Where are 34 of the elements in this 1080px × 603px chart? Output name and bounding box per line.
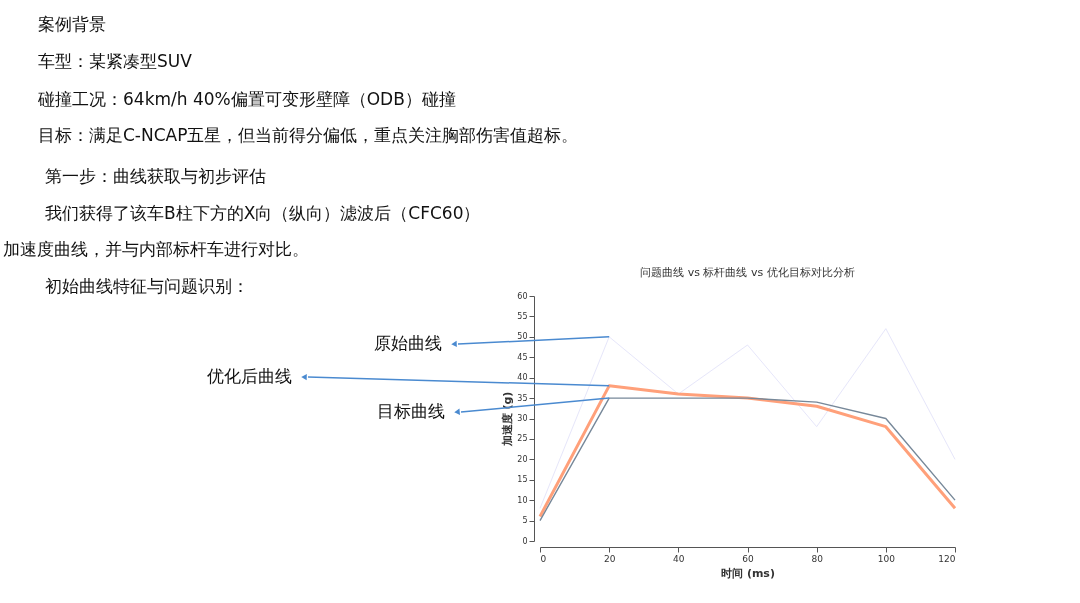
y-tick-label: 50 — [517, 332, 528, 342]
y-tick-label: 10 — [517, 495, 528, 505]
text: 车型：某紧凑型SUV — [38, 51, 193, 71]
x-axis-title: 时间 (ms) — [721, 566, 775, 580]
text: 初始曲线特征与问题识别： — [45, 276, 249, 296]
text: 优化后曲线 — [207, 366, 292, 386]
text: 碰撞工况：64km/h 40%偏置可变形壁障（ODB）碰撞 — [37, 89, 456, 109]
text: 目标：满足C-NCAP五星，但当前得分偏低，重点关注胸部伤害值超标。 — [38, 125, 579, 145]
text: 案例背景 — [38, 14, 106, 34]
line-series — [539, 328, 956, 509]
x-tick-label: 100 — [877, 553, 896, 564]
y-tick-label: 55 — [517, 311, 528, 321]
text: 原始曲线 — [374, 333, 442, 353]
y-tick-label: 35 — [517, 393, 528, 403]
text: 加速度曲线，并与内部标杆车进行对比。 — [3, 239, 309, 259]
text: 第一步：曲线获取与初步评估 — [45, 166, 266, 186]
text: 我们获得了该车B柱下方的X向（纵向）滤波后（CFC60） — [45, 203, 481, 223]
y-tick-label: 0 — [522, 536, 528, 546]
y-tick-label: 20 — [517, 454, 528, 464]
y-tick-label: 25 — [517, 434, 528, 444]
x-tick-label: 20 — [603, 553, 616, 564]
x-tick-label: 60 — [742, 553, 754, 564]
y-tick-label: 5 — [522, 516, 528, 526]
y-tick-label: 30 — [517, 414, 528, 423]
text: 目标曲线 — [377, 401, 445, 421]
y-tick-label: 45 — [517, 352, 528, 362]
y-tick-label: 40 — [517, 373, 528, 383]
x-tick-label: 0 — [540, 553, 547, 564]
x-tick-label: 40 — [673, 553, 685, 564]
y-tick-label: 60 — [517, 291, 528, 301]
x-tick-label: 80 — [811, 553, 824, 564]
y-tick-label: 15 — [517, 475, 528, 485]
chart-title: 问题曲线 vs 标杆曲线 vs 优化目标对比分析 — [640, 266, 855, 279]
x-tick-label: 120 — [938, 553, 956, 564]
